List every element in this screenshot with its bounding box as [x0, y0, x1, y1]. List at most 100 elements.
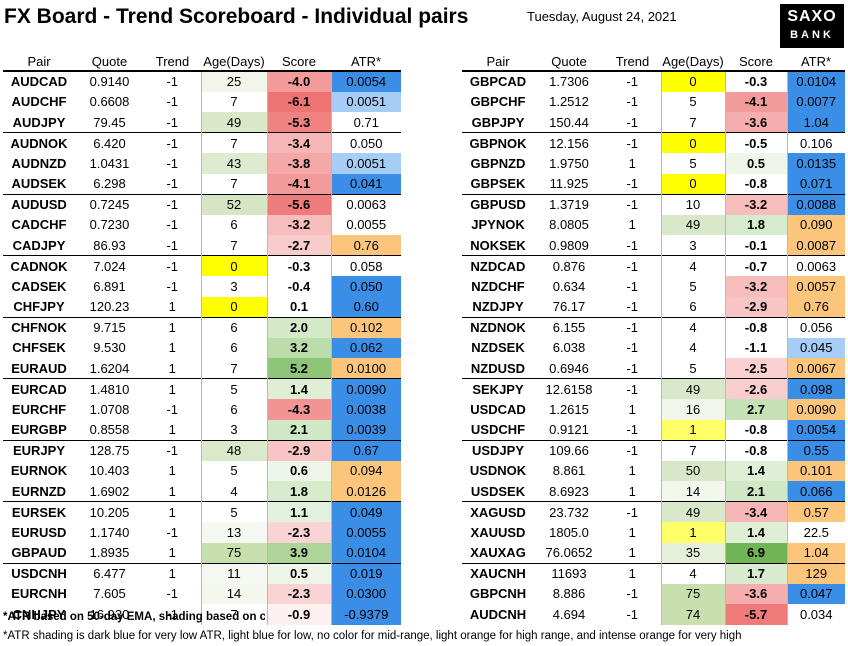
score-cell: -0.4: [266, 276, 331, 297]
trend-cell: 1: [604, 562, 661, 584]
trend-cell: 1: [628, 545, 636, 560]
pair-cell: NOKSEK: [470, 237, 526, 253]
pair-cell: NZDJPY: [472, 299, 524, 314]
quote-cell: 76.17: [552, 299, 586, 314]
quote-cell: 4.694: [552, 606, 586, 622]
atr-cell: 0.0300: [330, 583, 401, 604]
atr-cell: 0.106: [786, 132, 845, 153]
trend-cell: -1: [604, 193, 661, 215]
atr-cell: 0.047: [786, 583, 845, 604]
atr-cell: 0.0054: [330, 71, 401, 92]
score-cell: 2.7: [724, 399, 787, 420]
quote-cell: 0.6946: [549, 360, 589, 376]
atr-cell: 0.019: [330, 562, 401, 584]
age-cell: 75: [200, 542, 267, 563]
table-row: XAUXAG 76.0652 1 35 6.9 1.04: [462, 542, 845, 563]
pair-cell: GBPCHF: [470, 94, 526, 110]
trend-cell: 1: [628, 155, 636, 171]
age-cell: 13: [200, 522, 267, 543]
quote-cell: 6.891: [93, 278, 126, 294]
pair-cell: CHFNOK: [3, 316, 75, 338]
atr-cell: 0.0088: [786, 193, 845, 215]
score-cell: -0.1: [724, 235, 787, 256]
atr-cell: 0.090: [786, 214, 845, 235]
quote-cell: 0.8558: [89, 422, 130, 437]
quote-cell: 1.8935: [89, 545, 130, 560]
table-row: NZDCAD 0.876 -1 4 -0.7 0.0063: [462, 255, 845, 276]
pair-cell: EURGBP: [11, 422, 67, 437]
atr-cell: 0.0104: [330, 542, 401, 563]
atr-cell: 0.098: [786, 378, 845, 399]
score-cell: -2.5: [724, 358, 787, 379]
score-cell: -0.7: [724, 255, 787, 276]
trend-cell: -1: [166, 237, 179, 253]
score-cell: -2.3: [266, 583, 331, 604]
quote-cell: 76.0652: [545, 545, 593, 560]
quote-cell: 1.6204: [89, 360, 130, 376]
age-cell: 5: [660, 358, 725, 379]
quote-cell: 6.477: [75, 562, 144, 584]
header-score: Score: [267, 52, 331, 72]
atr-cell: 0.0100: [330, 358, 401, 379]
atr-cell: 0.062: [330, 337, 401, 358]
quote-cell: 0.9809: [549, 237, 589, 253]
table-row: GBPCNH 8.886 -1 75 -3.6 0.047: [462, 583, 845, 604]
trend-cell: 1: [628, 217, 636, 233]
pair-cell: CADCHF: [11, 217, 67, 233]
age-cell: 5: [200, 501, 267, 522]
header-quote: Quote: [75, 52, 144, 72]
age-cell: 7: [660, 439, 725, 461]
quote-cell: 1.0431: [89, 155, 130, 171]
score-cell: -4.1: [266, 173, 331, 194]
table-row: GBPJPY 150.44 -1 7 -3.6 1.04: [462, 112, 845, 133]
score-cell: 3.2: [266, 337, 331, 358]
age-cell: 11: [200, 562, 267, 584]
atr-cell: 0.049: [330, 501, 401, 522]
table-row: AUDCHF 0.6608 -1 7 -6.1 0.0051: [3, 91, 401, 112]
age-cell: 3: [200, 419, 267, 440]
quote-cell: 1805.0: [549, 524, 589, 540]
table-row: EURGBP 0.8558 1 3 2.1 0.0039: [3, 419, 401, 440]
pair-cell: USDCAD: [470, 401, 526, 417]
age-cell: 0: [660, 71, 725, 92]
header-pair: Pair: [3, 52, 75, 72]
trend-cell: 1: [168, 463, 176, 479]
trend-cell: -1: [604, 255, 661, 276]
pair-cell: EURSEK: [3, 501, 75, 522]
trend-cell: 1: [144, 316, 201, 338]
age-cell: 49: [660, 214, 725, 235]
trend-cell: -1: [144, 255, 201, 276]
pair-cell: USDSEK: [470, 483, 526, 499]
score-cell: -2.7: [266, 235, 331, 256]
trend-cell: -1: [604, 316, 661, 338]
pair-cell: USDNOK: [469, 463, 527, 479]
quote-cell: 120.23: [89, 299, 130, 314]
score-cell: -0.3: [724, 71, 787, 92]
quote-cell: 0.634: [552, 278, 586, 294]
trend-cell: -1: [166, 176, 179, 191]
score-cell: -6.1: [266, 91, 331, 112]
table-row: CADCHF 0.7230 -1 6 -3.2 0.0055: [3, 214, 401, 235]
atr-cell: 0.0038: [330, 399, 401, 420]
pair-cell: GBPNZD: [470, 155, 526, 171]
quote-cell: 1.2512: [549, 94, 589, 110]
age-cell: 7: [200, 91, 267, 112]
table-row: SEKJPY 12.6158 -1 49 -2.6 0.098: [462, 378, 845, 399]
pair-cell: EURNOK: [10, 463, 68, 479]
atr-cell: 1.04: [786, 112, 845, 133]
pair-cell: EURCNH: [11, 586, 67, 602]
score-cell: 6.9: [724, 542, 787, 563]
pair-cell: XAGUSD: [462, 501, 534, 522]
score-cell: -4.1: [724, 91, 787, 112]
atr-cell: 0.041: [330, 173, 401, 194]
quote-cell: 1.2615: [549, 401, 589, 417]
atr-cell: 0.094: [330, 460, 401, 481]
quote-cell: 6.038: [552, 340, 586, 356]
atr-cell: 0.0087: [786, 235, 845, 256]
table-row: AUDNOK 6.420 -1 7 -3.4 0.050: [3, 132, 401, 153]
trend-cell: -1: [166, 94, 179, 110]
table-row: USDNOK 8.861 1 50 1.4 0.101: [462, 460, 845, 481]
header-score: Score: [725, 52, 787, 72]
trend-cell: -1: [626, 340, 639, 356]
table-row: CHFJPY 120.23 1 0 0.1 0.60: [3, 296, 401, 317]
